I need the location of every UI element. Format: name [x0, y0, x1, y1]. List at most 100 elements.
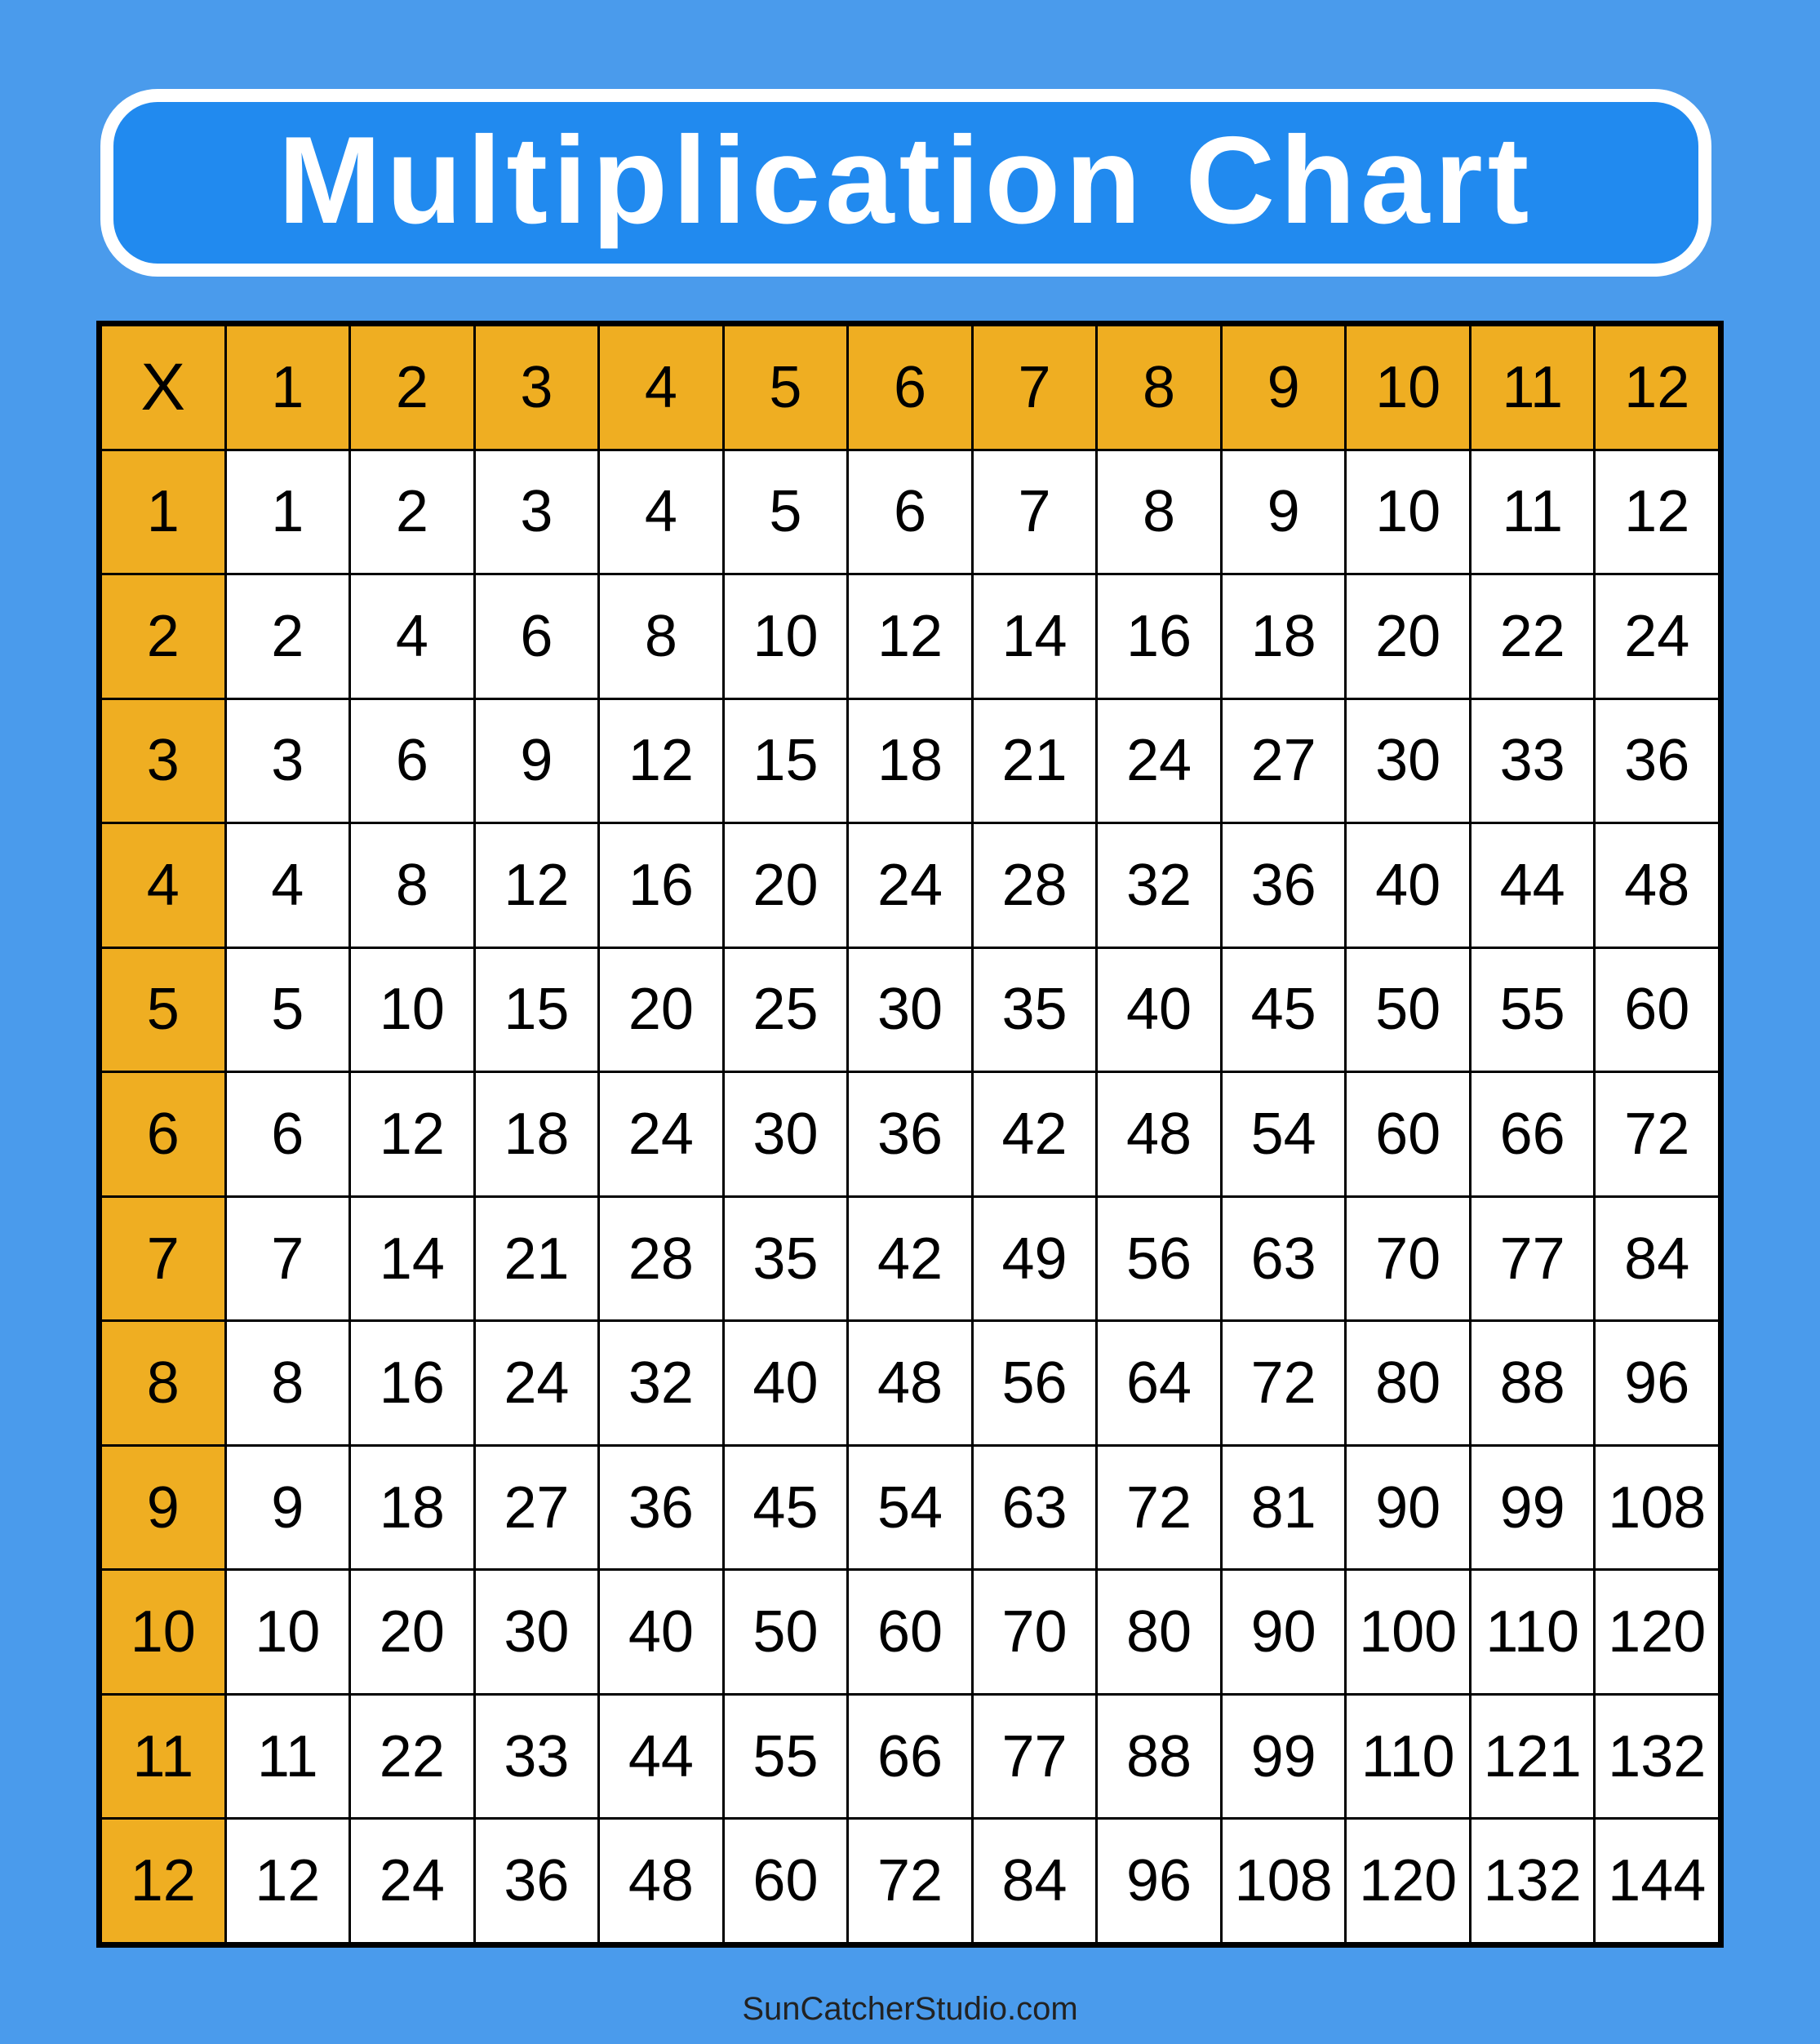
- product-cell: 72: [1098, 1446, 1220, 1569]
- product-cell: 33: [1471, 699, 1594, 822]
- column-header: 9: [1222, 326, 1345, 449]
- product-cell: 30: [849, 948, 971, 1071]
- product-cell: 9: [475, 699, 598, 822]
- product-cell: 66: [1471, 1073, 1594, 1195]
- product-cell: 35: [973, 948, 1096, 1071]
- product-cell: 16: [1098, 575, 1220, 698]
- product-cell: 7: [973, 450, 1096, 574]
- product-cell: 110: [1347, 1695, 1469, 1818]
- product-cell: 15: [724, 699, 847, 822]
- product-cell: 88: [1471, 1322, 1594, 1444]
- row-header: 1: [102, 450, 224, 574]
- product-cell: 108: [1222, 1820, 1345, 1942]
- product-cell: 24: [1098, 699, 1220, 822]
- product-cell: 80: [1347, 1322, 1469, 1444]
- product-cell: 14: [973, 575, 1096, 698]
- product-cell: 21: [475, 1197, 598, 1320]
- product-cell: 16: [351, 1322, 473, 1444]
- product-cell: 30: [475, 1571, 598, 1693]
- row-header: 8: [102, 1322, 224, 1444]
- product-cell: 36: [475, 1820, 598, 1942]
- product-cell: 2: [351, 450, 473, 574]
- product-cell: 25: [724, 948, 847, 1071]
- product-cell: 10: [724, 575, 847, 698]
- product-cell: 24: [475, 1322, 598, 1444]
- row-header: 11: [102, 1695, 224, 1818]
- product-cell: 48: [849, 1322, 971, 1444]
- column-header: 7: [973, 326, 1096, 449]
- product-cell: 64: [1098, 1322, 1220, 1444]
- product-cell: 7: [226, 1197, 349, 1320]
- product-cell: 18: [849, 699, 971, 822]
- column-header: 5: [724, 326, 847, 449]
- column-header: 4: [600, 326, 722, 449]
- product-cell: 50: [1347, 948, 1469, 1071]
- row-header: 3: [102, 699, 224, 822]
- product-cell: 28: [600, 1197, 722, 1320]
- product-cell: 45: [1222, 948, 1345, 1071]
- product-cell: 121: [1471, 1695, 1594, 1818]
- product-cell: 81: [1222, 1446, 1345, 1569]
- row-header: 12: [102, 1820, 224, 1942]
- product-cell: 20: [351, 1571, 473, 1693]
- product-cell: 21: [973, 699, 1096, 822]
- product-cell: 10: [226, 1571, 349, 1693]
- product-cell: 3: [226, 699, 349, 822]
- row-header: 5: [102, 948, 224, 1071]
- footer-credit: SunCatcherStudio.com: [742, 1991, 1078, 2027]
- row-header: 4: [102, 824, 224, 947]
- product-cell: 90: [1347, 1446, 1469, 1569]
- column-header: 3: [475, 326, 598, 449]
- product-cell: 48: [600, 1820, 722, 1942]
- product-cell: 24: [351, 1820, 473, 1942]
- row-header: 9: [102, 1446, 224, 1569]
- product-cell: 20: [1347, 575, 1469, 698]
- product-cell: 6: [475, 575, 598, 698]
- product-cell: 8: [1098, 450, 1220, 574]
- product-cell: 55: [1471, 948, 1594, 1071]
- product-cell: 70: [1347, 1197, 1469, 1320]
- product-cell: 63: [1222, 1197, 1345, 1320]
- row-header: 7: [102, 1197, 224, 1320]
- column-header: 2: [351, 326, 473, 449]
- product-cell: 27: [475, 1446, 598, 1569]
- row-header: 6: [102, 1073, 224, 1195]
- product-cell: 80: [1098, 1571, 1220, 1693]
- product-cell: 8: [600, 575, 722, 698]
- product-cell: 15: [475, 948, 598, 1071]
- product-cell: 120: [1596, 1571, 1718, 1693]
- product-cell: 44: [1471, 824, 1594, 947]
- product-cell: 1: [226, 450, 349, 574]
- product-cell: 77: [973, 1695, 1096, 1818]
- product-cell: 99: [1471, 1446, 1594, 1569]
- product-cell: 12: [1596, 450, 1718, 574]
- product-cell: 88: [1098, 1695, 1220, 1818]
- product-cell: 60: [849, 1571, 971, 1693]
- product-cell: 54: [849, 1446, 971, 1569]
- product-cell: 9: [1222, 450, 1345, 574]
- product-cell: 60: [1347, 1073, 1469, 1195]
- product-cell: 70: [973, 1571, 1096, 1693]
- product-cell: 6: [351, 699, 473, 822]
- product-cell: 10: [351, 948, 473, 1071]
- product-cell: 66: [849, 1695, 971, 1818]
- product-cell: 18: [1222, 575, 1345, 698]
- product-cell: 60: [1596, 948, 1718, 1071]
- product-cell: 45: [724, 1446, 847, 1569]
- product-cell: 12: [351, 1073, 473, 1195]
- product-cell: 40: [600, 1571, 722, 1693]
- page-title: Multiplication Chart: [277, 111, 1534, 250]
- product-cell: 100: [1347, 1571, 1469, 1693]
- product-cell: 110: [1471, 1571, 1594, 1693]
- product-cell: 36: [849, 1073, 971, 1195]
- product-cell: 12: [226, 1820, 349, 1942]
- product-cell: 4: [226, 824, 349, 947]
- corner-cell: X: [102, 326, 224, 449]
- product-cell: 42: [849, 1197, 971, 1320]
- product-cell: 2: [226, 575, 349, 698]
- product-cell: 108: [1596, 1446, 1718, 1569]
- product-cell: 12: [475, 824, 598, 947]
- column-header: 1: [226, 326, 349, 449]
- product-cell: 120: [1347, 1820, 1469, 1942]
- product-cell: 11: [1471, 450, 1594, 574]
